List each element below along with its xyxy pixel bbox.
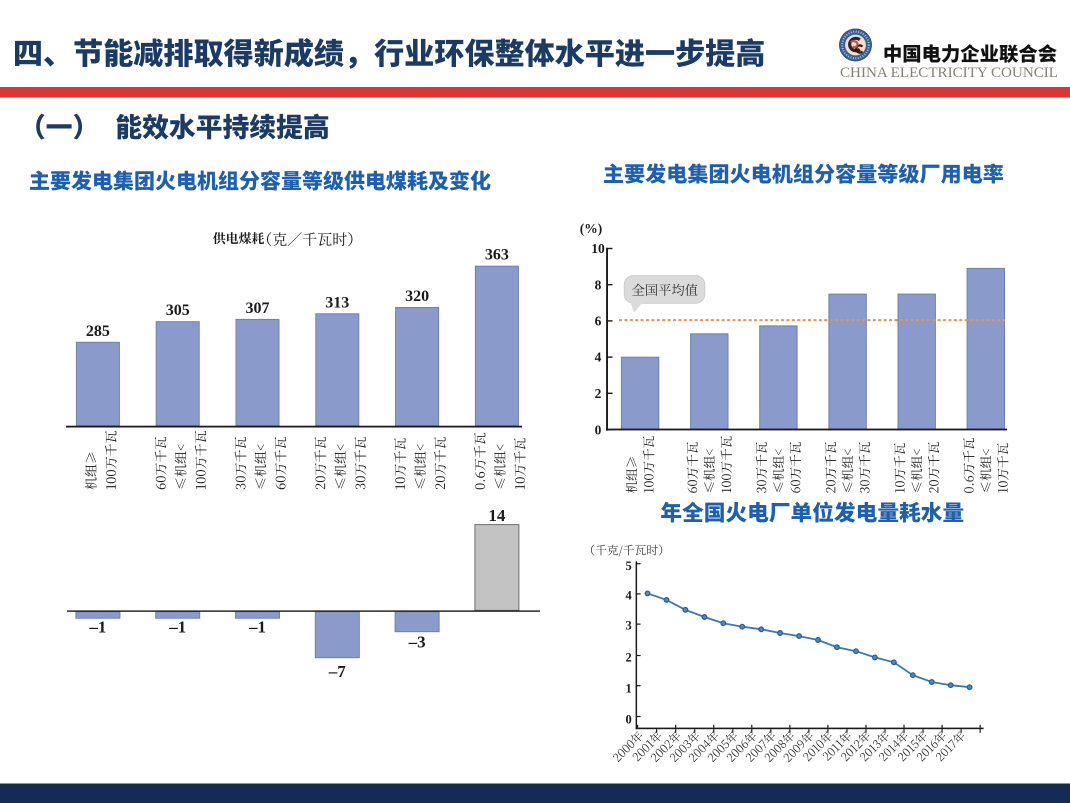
svg-text:–1: –1 [88,617,106,636]
svg-text:3: 3 [626,619,632,633]
svg-text:363: 363 [485,247,509,264]
svg-text:0: 0 [626,713,632,727]
svg-text:320: 320 [405,288,429,305]
svg-text:8: 8 [595,277,602,292]
svg-text:2: 2 [626,651,632,665]
svg-text:6: 6 [595,314,602,329]
svg-text:4: 4 [595,350,602,365]
svg-text:(%): (%) [580,221,603,236]
svg-text:307: 307 [246,300,270,317]
svg-text:–3: –3 [408,633,426,652]
svg-text:285: 285 [86,323,110,340]
svg-text:305: 305 [166,302,190,319]
svg-text:2: 2 [595,386,602,401]
svg-text:–1: –1 [248,617,266,636]
svg-text:10: 10 [591,241,605,256]
svg-text:14: 14 [488,506,506,525]
svg-text:5: 5 [626,559,632,573]
svg-text:1: 1 [626,681,632,695]
svg-text:–1: –1 [168,617,186,636]
svg-text:0: 0 [595,422,602,437]
svg-text:CHINA ELECTRICITY COUNCIL: CHINA ELECTRICITY COUNCIL [840,65,1058,81]
svg-text:4: 4 [626,588,633,602]
svg-text:–7: –7 [328,662,347,681]
svg-text:313: 313 [325,294,349,311]
